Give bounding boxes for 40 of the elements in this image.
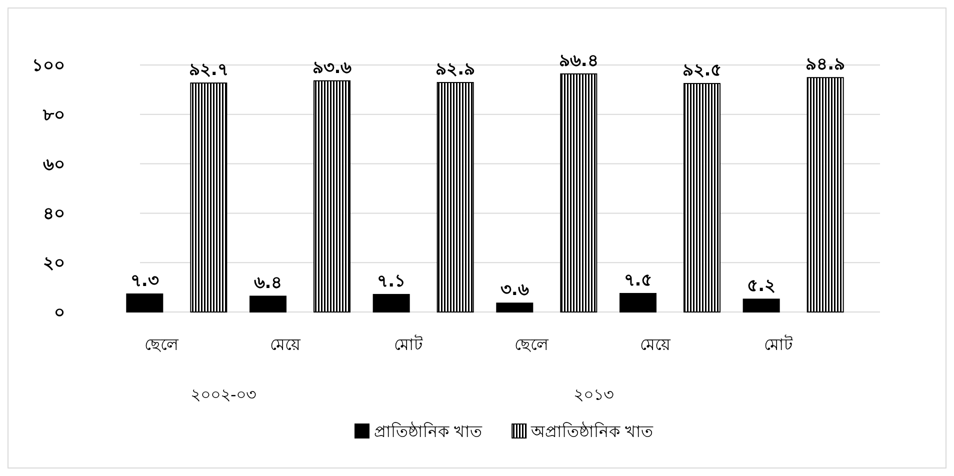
bar [560, 73, 598, 312]
y-tick-label: ৬০ [43, 154, 65, 175]
x-tick-label: মোট [764, 335, 793, 354]
x-tick-label: মোট [394, 335, 423, 354]
data-label: ৯৬.৪ [558, 50, 598, 71]
x-tick-label: মেয়ে [640, 335, 671, 354]
y-tick-label: ১০০ [32, 56, 65, 76]
data-label: ৭.৩ [130, 270, 159, 291]
bar [314, 80, 350, 312]
bar [684, 83, 720, 312]
legend-label: অপ্রাতিষ্ঠানিক খাত [530, 422, 654, 441]
text: ২০০২-০৩ [190, 385, 256, 404]
data-label: ৫.২ [747, 276, 776, 296]
y-tick-label: ০ [54, 303, 65, 323]
data-label: ৯২.৫ [682, 60, 722, 81]
data-label: ৯২.৭ [188, 60, 228, 80]
data-label: ৩.৬ [500, 280, 529, 300]
data-label: ৭.১ [377, 271, 406, 292]
bar [372, 294, 410, 312]
legend-label: প্রাতিষ্ঠানিক খাত [374, 422, 484, 441]
data-label: ৬.৪ [254, 273, 282, 294]
bar [436, 82, 474, 312]
y-tick-label: ৮০ [42, 105, 65, 126]
bar [190, 82, 228, 312]
bar [620, 292, 656, 312]
y-tick-label: ৪০ [43, 204, 65, 224]
x-tick-label: ছেলে [514, 335, 550, 354]
data-label: ৯৩.৬ [312, 58, 352, 78]
x-tick-label: মেয়ে [270, 335, 301, 354]
bar [806, 77, 844, 312]
x-tick-label: ছেলে [144, 335, 180, 354]
data-label: ৯৪.৯ [806, 54, 846, 75]
data-label: ৯২.৯ [436, 60, 476, 80]
bar [496, 302, 534, 312]
bar [250, 296, 286, 312]
y-tick-label: ২০ [43, 254, 65, 274]
bar [742, 298, 780, 312]
data-label: ৭.৫ [624, 270, 652, 290]
text: ২০১৩ [573, 385, 614, 404]
bar [126, 293, 164, 312]
